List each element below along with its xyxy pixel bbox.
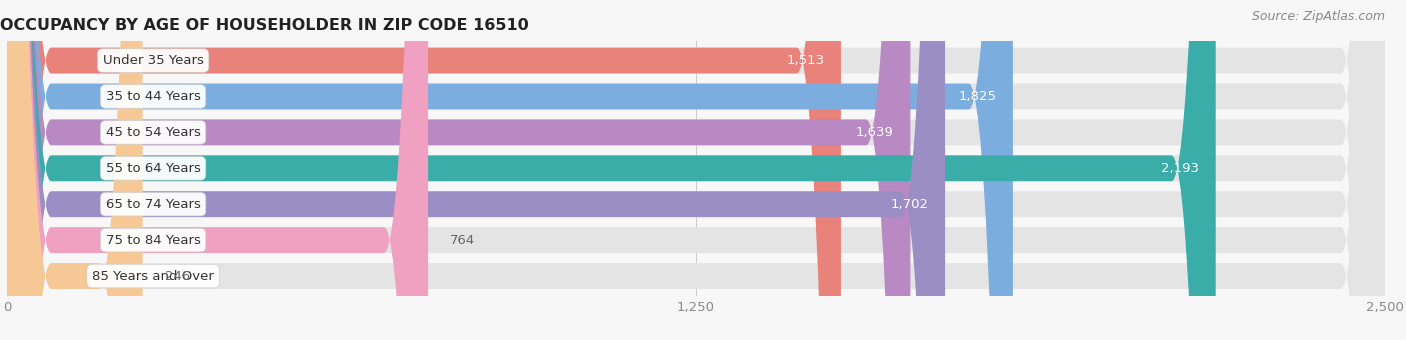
FancyBboxPatch shape: [7, 0, 142, 340]
Text: Under 35 Years: Under 35 Years: [103, 54, 204, 67]
Text: 2,193: 2,193: [1161, 162, 1199, 175]
Text: 75 to 84 Years: 75 to 84 Years: [105, 234, 201, 246]
FancyBboxPatch shape: [7, 0, 1385, 340]
FancyBboxPatch shape: [7, 0, 945, 340]
Text: 1,702: 1,702: [890, 198, 928, 211]
FancyBboxPatch shape: [7, 0, 1385, 340]
FancyBboxPatch shape: [7, 0, 1385, 340]
FancyBboxPatch shape: [7, 0, 1385, 340]
Text: 85 Years and Over: 85 Years and Over: [93, 270, 214, 283]
FancyBboxPatch shape: [7, 0, 1385, 340]
Text: 35 to 44 Years: 35 to 44 Years: [105, 90, 201, 103]
FancyBboxPatch shape: [7, 0, 910, 340]
Text: 1,825: 1,825: [959, 90, 997, 103]
FancyBboxPatch shape: [7, 0, 841, 340]
FancyBboxPatch shape: [7, 0, 1216, 340]
Text: 1,513: 1,513: [786, 54, 824, 67]
Text: 764: 764: [450, 234, 475, 246]
FancyBboxPatch shape: [7, 0, 427, 340]
FancyBboxPatch shape: [7, 0, 1385, 340]
Text: 1,639: 1,639: [856, 126, 894, 139]
Text: 45 to 54 Years: 45 to 54 Years: [105, 126, 201, 139]
Text: 65 to 74 Years: 65 to 74 Years: [105, 198, 201, 211]
Text: OCCUPANCY BY AGE OF HOUSEHOLDER IN ZIP CODE 16510: OCCUPANCY BY AGE OF HOUSEHOLDER IN ZIP C…: [0, 18, 529, 33]
FancyBboxPatch shape: [7, 0, 1385, 340]
Text: 246: 246: [165, 270, 190, 283]
FancyBboxPatch shape: [7, 0, 1012, 340]
Text: 55 to 64 Years: 55 to 64 Years: [105, 162, 201, 175]
Text: Source: ZipAtlas.com: Source: ZipAtlas.com: [1251, 10, 1385, 23]
